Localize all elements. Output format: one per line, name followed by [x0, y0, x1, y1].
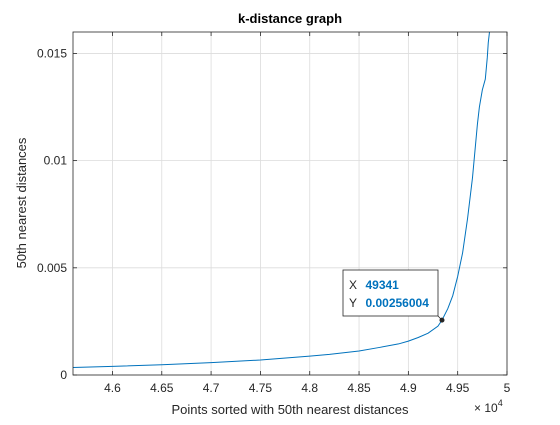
datatip-box[interactable]: [342, 269, 439, 317]
x-tick-label: 4.6: [104, 381, 121, 395]
x-exponent-power: 4: [498, 398, 503, 408]
chart-title: k-distance graph: [238, 11, 342, 26]
y-tick-label: 0.01: [44, 154, 68, 168]
y-tick-label: 0.015: [37, 46, 67, 60]
x-tick-label: 4.95: [446, 381, 470, 395]
x-tick-label: 4.8: [301, 381, 318, 395]
y-tick-labels: 0 0.005 0.01 0.015: [37, 46, 67, 382]
datatip-x-value: 49341: [365, 278, 399, 292]
x-axis-label: Points sorted with 50th nearest distance…: [171, 402, 409, 417]
plot-area: [73, 32, 507, 375]
datatip[interactable]: X 49341 Y 0.00256004: [342, 269, 445, 323]
plot-frame: [72, 31, 508, 376]
x-tick-label: 4.65: [150, 381, 174, 395]
x-exponent-label: × 104: [474, 398, 503, 415]
x-tick-label: 4.75: [249, 381, 273, 395]
x-tick-labels: 4.6 4.65 4.7 4.75 4.8 4.85 4.9 4.95 5: [104, 381, 511, 395]
x-tick-label: 4.85: [347, 381, 371, 395]
datatip-marker[interactable]: [439, 317, 445, 323]
x-tick-label: 4.7: [203, 381, 220, 395]
datatip-y-row: Y 0.00256004: [349, 294, 429, 311]
datatip-x-label: X: [349, 278, 357, 292]
y-tick-label: 0.005: [37, 261, 67, 275]
datatip-y-value: 0.00256004: [365, 296, 429, 310]
x-tick-label: 5: [504, 381, 511, 395]
x-tick-label: 4.9: [400, 381, 417, 395]
datatip-x-row: X 49341: [349, 276, 399, 293]
datatip-y-label: Y: [349, 296, 357, 310]
y-tick-label: 0: [60, 368, 67, 382]
y-axis-label: 50th nearest distances: [14, 137, 29, 268]
